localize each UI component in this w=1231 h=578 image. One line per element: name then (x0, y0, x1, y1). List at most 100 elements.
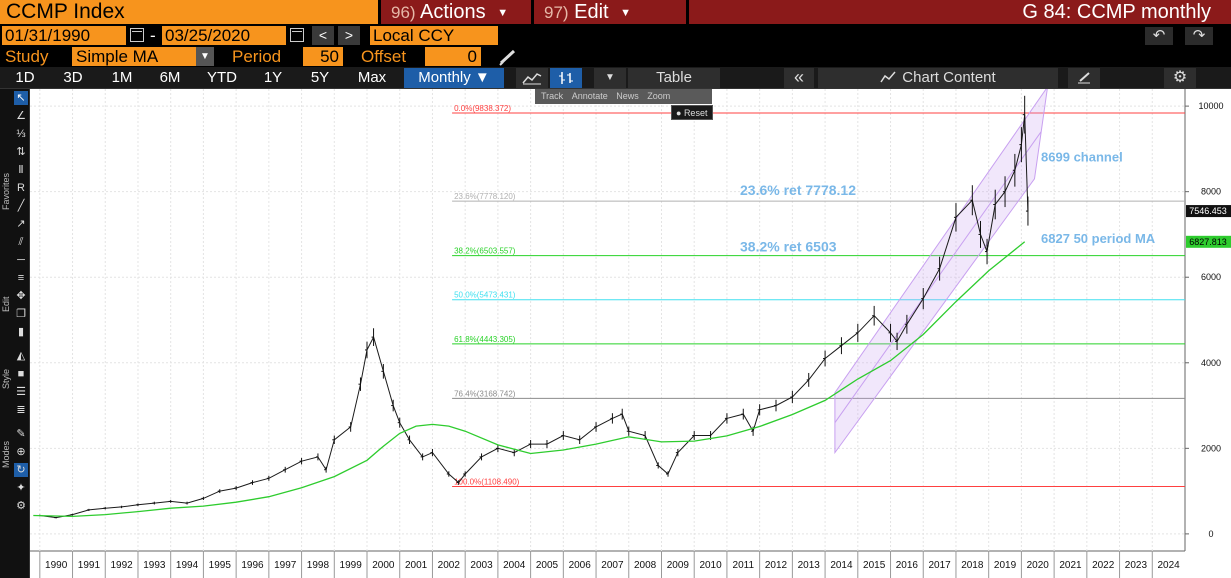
period-button-5y[interactable]: 5Y (310, 69, 330, 86)
magnet-icon[interactable]: ✦ (16, 482, 26, 494)
fib-level-label: 50.0%(5473.431) (454, 291, 516, 300)
collapse-button[interactable]: « (784, 68, 814, 88)
x-tick-label: 1992 (110, 560, 133, 571)
period-button-1d[interactable]: 1D (15, 69, 35, 86)
chart-toolbar: 1D 3D 1M 6M YTD 1Y 5Y Max Monthly ▼ ▼ Ta… (0, 67, 1231, 89)
bar-chart-icon[interactable] (550, 68, 582, 88)
regression-icon[interactable]: R (17, 182, 25, 194)
price-chart[interactable]: 0.0%(9838.372) 23.6%(7778.120) 38.2%(6503.… (30, 89, 1231, 578)
period-button-ytd[interactable]: YTD (207, 69, 237, 86)
fib-level-label: 76.4%(3168.742) (454, 389, 516, 398)
chart-content-button[interactable]: Chart Content (818, 68, 1058, 88)
x-tick-label: 2019 (994, 560, 1017, 571)
y-axis-background (1185, 89, 1231, 578)
x-tick-label: 2009 (667, 560, 690, 571)
chevron-down-icon[interactable]: ▼ (196, 47, 214, 66)
prev-period-button[interactable]: < (312, 26, 334, 45)
line-chart-icon[interactable] (516, 68, 548, 88)
edit-chart-icon[interactable] (1068, 68, 1100, 88)
actions-menu[interactable]: 96) Actions ▼ (381, 0, 531, 24)
table-button[interactable]: Table (628, 68, 720, 88)
x-axis-background (30, 551, 1185, 578)
study-select[interactable]: Simple MA (72, 47, 196, 66)
line-style-icon[interactable]: ≣ (16, 404, 26, 416)
move-icon[interactable]: ✥ (16, 290, 26, 302)
settings-icon[interactable]: ⚙ (16, 500, 26, 512)
fill-icon[interactable]: ■ (17, 368, 25, 380)
x-tick-label: 2011 (733, 560, 755, 571)
gear-icon[interactable]: ⚙ (1164, 68, 1196, 88)
copy-icon[interactable]: ❐ (16, 308, 26, 320)
x-tick-label: 1990 (45, 560, 68, 571)
x-tick-label: 2022 (1092, 560, 1115, 571)
snap-mode-icon[interactable]: ⊕ (16, 446, 26, 458)
period-label: Period (232, 47, 282, 66)
favorites-label: Favorites (1, 172, 11, 210)
x-tick-label: 1994 (176, 560, 199, 571)
fib-time-icon[interactable]: ⅓ (16, 128, 26, 140)
x-tick-label: 2021 (1059, 560, 1082, 571)
chart-tool-strip: Track Annotate News Zoom (535, 89, 712, 104)
last-ma-label: 6827.813 (1189, 237, 1227, 247)
chart-content-label: Chart Content (902, 69, 996, 86)
calendar-icon[interactable] (290, 28, 304, 42)
period-button-6m[interactable]: 6M (159, 69, 181, 86)
period-button-1m[interactable]: 1M (111, 69, 133, 86)
date-separator: - (150, 26, 156, 45)
x-tick-label: 2012 (765, 560, 788, 571)
currency-select[interactable]: Local CCY (370, 26, 498, 45)
x-tick-label: 2020 (1027, 560, 1050, 571)
fib-extension-icon[interactable]: ⇅ (16, 146, 26, 158)
x-tick-label: 2013 (798, 560, 821, 571)
end-date-input[interactable]: 03/25/2020 (162, 26, 286, 45)
offset-input[interactable]: 0 (425, 47, 481, 66)
color-icon[interactable]: ◭ (16, 350, 26, 362)
date-range-bar: 01/31/1990 - 03/25/2020 < > Local CCY ↶ … (0, 24, 1231, 46)
drawing-toolbar: Favorites Edit Style Modes ↖ ∠ ⅓ ⇅ Ⅱ R ╱… (0, 89, 30, 578)
edit-menu[interactable]: 97) Edit ▼ (534, 0, 686, 24)
reset-button[interactable]: ● Reset (671, 105, 713, 120)
zoom-button[interactable]: Zoom (647, 91, 671, 101)
frequency-select[interactable]: Monthly ▼ (404, 68, 504, 88)
ticker-field[interactable]: CCMP Index (0, 0, 378, 24)
period-input[interactable]: 50 (303, 47, 343, 66)
period-button-max[interactable]: Max (357, 69, 387, 86)
period-button-1y[interactable]: 1Y (263, 69, 283, 86)
band-icon[interactable]: ≡ (17, 272, 25, 284)
redo-button[interactable]: ↷ (1185, 27, 1213, 45)
annotation-channel: 8699 channel (1041, 150, 1123, 165)
line-tool-icon[interactable]: ∠ (16, 110, 26, 122)
chevron-down-icon[interactable]: ▼ (594, 68, 626, 88)
channel-icon[interactable]: ⫽ (18, 236, 24, 248)
trend-line-icon[interactable]: ╱ (17, 200, 25, 212)
x-tick-label: 2016 (896, 560, 919, 571)
pen-mode-icon[interactable]: ✎ (16, 428, 26, 440)
cursor-mode-icon[interactable]: ↻ (14, 463, 28, 477)
line-width-icon[interactable]: ☰ (16, 386, 26, 398)
period-button-3d[interactable]: 3D (63, 69, 83, 86)
fib-retracement-icon[interactable]: Ⅱ (18, 164, 24, 176)
last-price-label: 7546.453 (1189, 206, 1227, 216)
pointer-icon[interactable]: ↖ (14, 91, 28, 105)
edit-label: Edit (574, 1, 609, 23)
chart-area[interactable]: 0.0%(9838.372) 23.6%(7778.120) 38.2%(6503.… (30, 89, 1231, 578)
annotation-ret-382: 38.2% ret 6503 (740, 239, 837, 255)
ray-icon[interactable]: ↗ (16, 218, 26, 230)
x-tick-label: 2024 (1158, 560, 1181, 571)
x-tick-label: 2000 (372, 560, 395, 571)
pencil-icon[interactable] (498, 48, 518, 66)
fib-level-label: 23.6%(7778.120) (454, 192, 516, 201)
trash-icon[interactable]: ▮ (17, 326, 25, 338)
x-tick-label: 1991 (78, 560, 101, 571)
annotate-button[interactable]: Annotate (571, 91, 608, 101)
undo-button[interactable]: ↶ (1145, 27, 1173, 45)
channel-midline[interactable] (834, 131, 1042, 423)
next-period-button[interactable]: > (338, 26, 360, 45)
calendar-icon[interactable] (130, 28, 144, 42)
news-button[interactable]: News (616, 91, 639, 101)
start-date-input[interactable]: 01/31/1990 (2, 26, 126, 45)
study-bar: Study Simple MA ▼ Period 50 Offset 0 (0, 46, 1231, 67)
horizontal-line-icon[interactable]: ─ (17, 254, 25, 266)
x-tick-label: 1997 (274, 560, 297, 571)
track-button[interactable]: Track (541, 91, 564, 101)
